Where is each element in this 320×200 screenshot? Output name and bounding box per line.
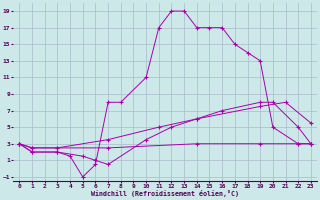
X-axis label: Windchill (Refroidissement éolien,°C): Windchill (Refroidissement éolien,°C) bbox=[91, 190, 239, 197]
